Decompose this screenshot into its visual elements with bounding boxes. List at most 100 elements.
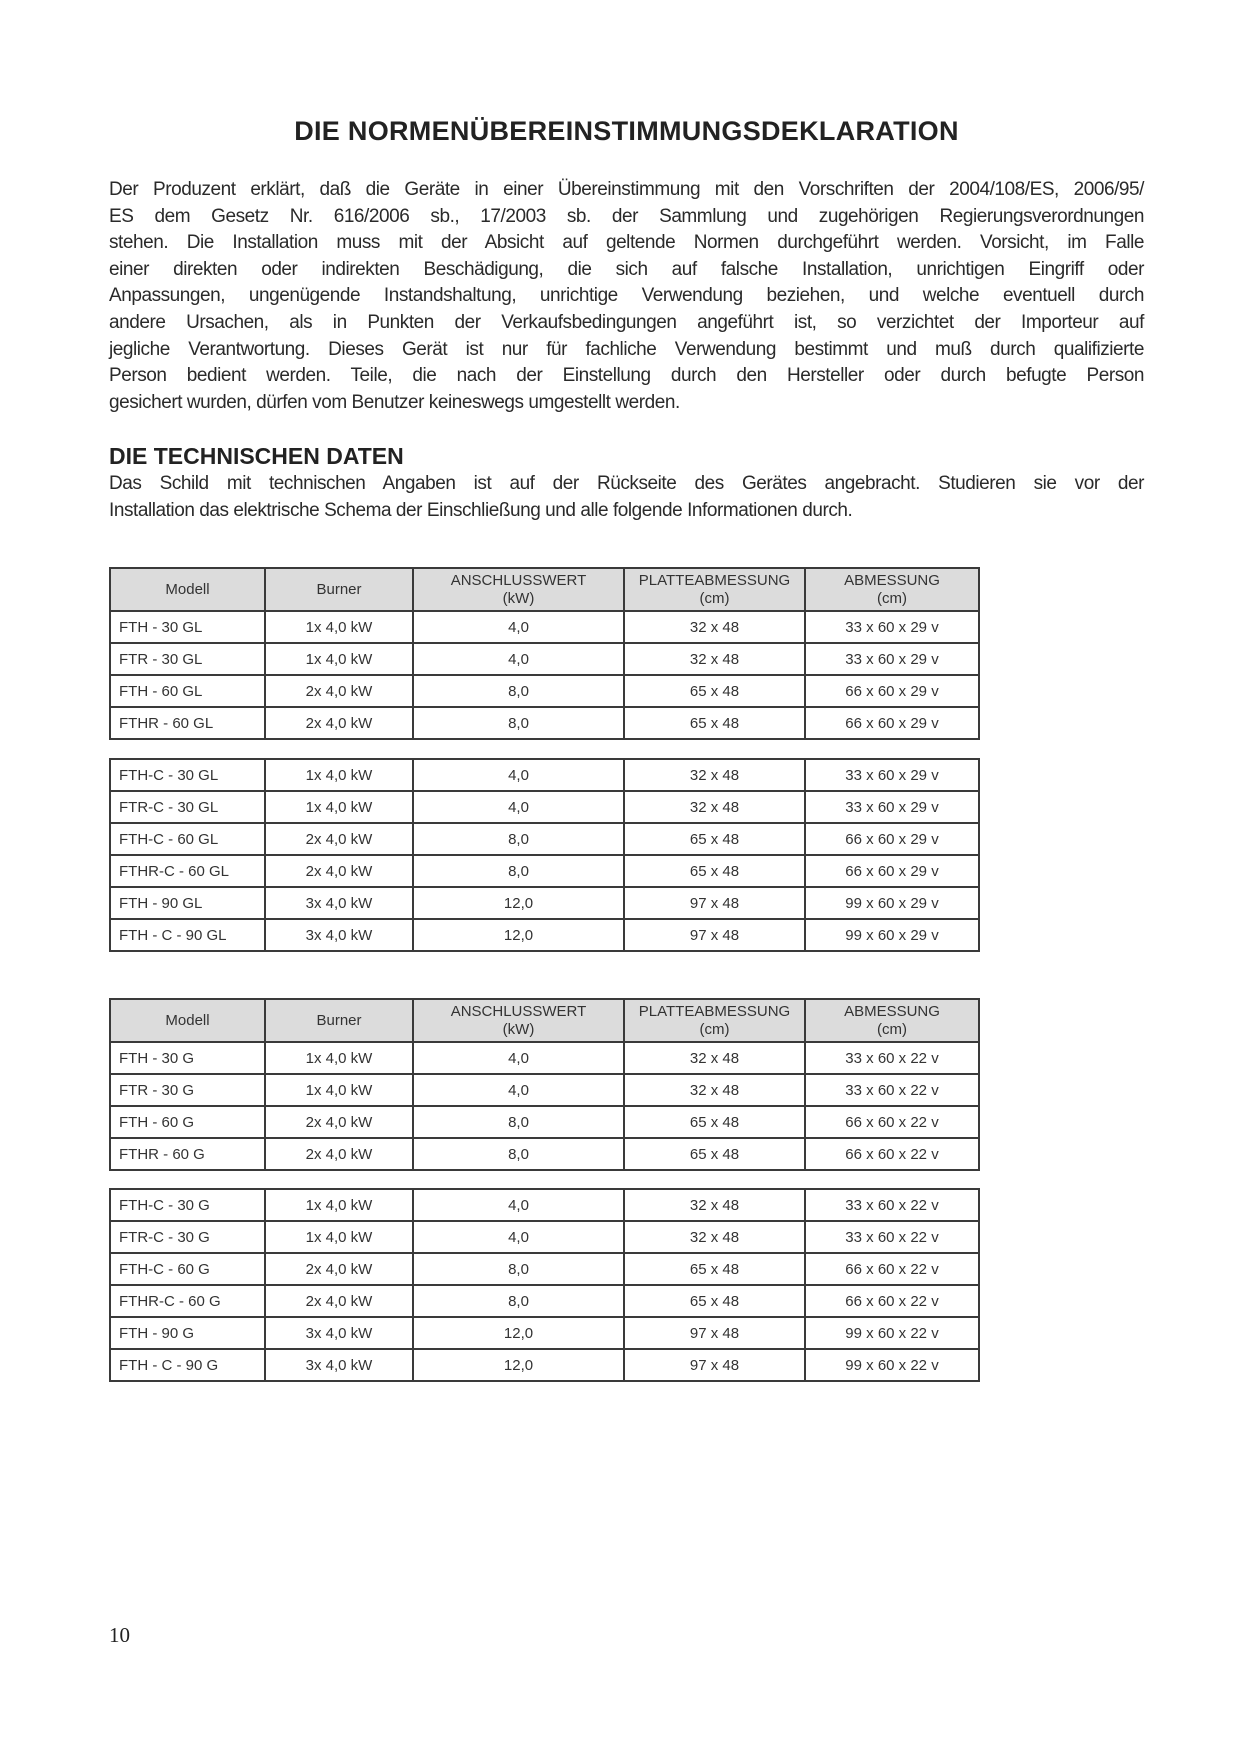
burner-cell: 2x 4,0 kW: [264, 706, 414, 740]
text-line: jegliche Verantwortung. Dieses Gerät ist…: [109, 338, 1144, 360]
model-cell: FTR-C - 30 GL: [109, 790, 266, 824]
table-row: FTH - 90 G 3x 4,0 kW 12,0 97 x 48 99 x 60 x …: [109, 1316, 980, 1350]
dimension-cell: 33 x 60 x 22 v: [804, 1188, 980, 1222]
dimension-cell: 33 x 60 x 29 v: [804, 758, 980, 792]
plate-size-cell: 97 x 48: [623, 1348, 806, 1382]
column-header-text: (cm): [877, 589, 907, 607]
model-cell: FTH - C - 90 G: [109, 1348, 266, 1382]
model-cell: FTH - 60 G: [109, 1105, 266, 1139]
declaration-paragraph: Der Produzent erklärt, daß die Geräte in…: [109, 177, 1144, 416]
power-cell: 4,0: [412, 1188, 625, 1222]
dimension-cell: 33 x 60 x 29 v: [804, 790, 980, 824]
column-header-text: (cm): [699, 1020, 730, 1038]
column-header: Modell: [109, 567, 266, 612]
table-row: FTH-C - 30 GL 1x 4,0 kW 4,0 32 x 48 33 x 60 …: [109, 758, 980, 792]
column-header-text: ANSCHLUSSWERT: [450, 571, 587, 589]
plate-size-cell: 32 x 48: [623, 642, 806, 676]
burner-cell: 3x 4,0 kW: [264, 1348, 414, 1382]
power-cell: 4,0: [412, 790, 625, 824]
burner-cell: 1x 4,0 kW: [264, 642, 414, 676]
burner-cell: 1x 4,0 kW: [264, 758, 414, 792]
column-header-text: (cm): [877, 1020, 907, 1038]
dimension-cell: 33 x 60 x 22 v: [804, 1073, 980, 1107]
power-cell: 4,0: [412, 758, 625, 792]
column-header: Burner: [264, 998, 414, 1043]
table-row: FTH-C - 60 GL 2x 4,0 kW 8,0 65 x 48 66 x 60 …: [109, 822, 980, 856]
column-header: ANSCHLUSSWERT (kW): [412, 998, 625, 1043]
power-cell: 8,0: [412, 854, 625, 888]
table-row: FTHR-C - 60 G 2x 4,0 kW 8,0 65 x 48 66 x 60 …: [109, 1284, 980, 1318]
burner-cell: 1x 4,0 kW: [264, 1188, 414, 1222]
table-header-row: Modell Burner ANSCHLUSSWERT (kW) PLATTEABMES…: [109, 567, 980, 612]
section-heading-technical-data: DIE TECHNISCHEN DATEN: [109, 443, 404, 469]
column-header: ABMESSUNG (cm): [804, 567, 980, 612]
plate-size-cell: 65 x 48: [623, 822, 806, 856]
plate-size-cell: 32 x 48: [623, 610, 806, 644]
table-row: FTHR-C - 60 GL 2x 4,0 kW 8,0 65 x 48 66 x 60…: [109, 854, 980, 888]
plate-size-cell: 97 x 48: [623, 886, 806, 920]
column-header-text: Modell: [165, 1011, 210, 1029]
model-cell: FTR - 30 GL: [109, 642, 266, 676]
plate-size-cell: 65 x 48: [623, 706, 806, 740]
model-cell: FTHR-C - 60 G: [109, 1284, 266, 1318]
column-header: Burner: [264, 567, 414, 612]
text-line: Das Schild mit technischen Angaben ist a…: [109, 473, 1144, 494]
page-number: 10: [109, 1623, 130, 1647]
text-line: andere Ursachen, als in Punkten der Verk…: [109, 311, 1144, 333]
table-row: FTR-C - 30 G 1x 4,0 kW 4,0 32 x 48 33 x 60 x…: [109, 1220, 980, 1254]
burner-cell: 1x 4,0 kW: [264, 610, 414, 644]
table-row: FTR-C - 30 GL 1x 4,0 kW 4,0 32 x 48 33 x 60 …: [109, 790, 980, 824]
burner-cell: 1x 4,0 kW: [264, 1073, 414, 1107]
table-row: FTH - C - 90 G 3x 4,0 kW 12,0 97 x 48 99 x 6…: [109, 1348, 980, 1382]
power-cell: 8,0: [412, 674, 625, 708]
burner-cell: 2x 4,0 kW: [264, 822, 414, 856]
table-row: FTH-C - 30 G 1x 4,0 kW 4,0 32 x 48 33 x 60 x…: [109, 1188, 980, 1222]
column-header-text: PLATTEABMESSUNG: [638, 1002, 791, 1020]
burner-cell: 1x 4,0 kW: [264, 1220, 414, 1254]
dimension-cell: 66 x 60 x 22 v: [804, 1252, 980, 1286]
power-cell: 8,0: [412, 1105, 625, 1139]
text-line: Der Produzent erklärt, daß die Geräte in…: [109, 179, 1144, 200]
plate-size-cell: 97 x 48: [623, 1316, 806, 1350]
plate-size-cell: 65 x 48: [623, 1284, 806, 1318]
burner-cell: 2x 4,0 kW: [264, 1105, 414, 1139]
burner-cell: 3x 4,0 kW: [264, 1316, 414, 1350]
burner-cell: 2x 4,0 kW: [264, 674, 414, 708]
model-cell: FTR - 30 G: [109, 1073, 266, 1107]
model-cell: FTH-C - 60 G: [109, 1252, 266, 1286]
burner-cell: 2x 4,0 kW: [264, 1252, 414, 1286]
column-header-text: PLATTEABMESSUNG: [638, 571, 791, 589]
text-line: Anpassungen, ungenügende Instandshaltung…: [109, 285, 1144, 307]
dimension-cell: 66 x 60 x 29 v: [804, 822, 980, 856]
spec-table-1-group-2: FTH-C - 30 GL 1x 4,0 kW 4,0 32 x 48 33 x 60 …: [109, 758, 980, 952]
plate-size-cell: 65 x 48: [623, 1252, 806, 1286]
table-row: FTR - 30 GL 1x 4,0 kW 4,0 32 x 48 33 x 60 x …: [109, 642, 980, 676]
plate-size-cell: 32 x 48: [623, 790, 806, 824]
plate-size-cell: 65 x 48: [623, 854, 806, 888]
page-title: DIE NORMENÜBEREINSTIMMUNGSDEKLARATION: [294, 116, 959, 146]
model-cell: FTR-C - 30 G: [109, 1220, 266, 1254]
model-cell: FTH-C - 30 G: [109, 1188, 266, 1222]
column-header-text: (kW): [502, 589, 535, 607]
dimension-cell: 33 x 60 x 22 v: [804, 1220, 980, 1254]
column-header: ABMESSUNG (cm): [804, 998, 980, 1043]
plate-size-cell: 32 x 48: [623, 1188, 806, 1222]
power-cell: 12,0: [412, 1316, 625, 1350]
model-cell: FTH - 30 GL: [109, 610, 266, 644]
plate-size-cell: 65 x 48: [623, 1105, 806, 1139]
model-cell: FTH - 90 GL: [109, 886, 266, 920]
power-cell: 8,0: [412, 706, 625, 740]
table-row: FTHR - 60 GL 2x 4,0 kW 8,0 65 x 48 66 x 60 x…: [109, 706, 980, 740]
power-cell: 8,0: [412, 822, 625, 856]
column-header-text: ANSCHLUSSWERT: [450, 1002, 587, 1020]
table-row: FTH - 60 GL 2x 4,0 kW 8,0 65 x 48 66 x 60 x …: [109, 674, 980, 708]
model-cell: FTH - C - 90 GL: [109, 918, 266, 952]
plate-size-cell: 32 x 48: [623, 1041, 806, 1075]
dimension-cell: 66 x 60 x 22 v: [804, 1105, 980, 1139]
table-row: FTH - C - 90 GL 3x 4,0 kW 12,0 97 x 48 99 x …: [109, 918, 980, 952]
dimension-cell: 99 x 60 x 22 v: [804, 1316, 980, 1350]
column-header-text: Modell: [165, 580, 210, 598]
burner-cell: 2x 4,0 kW: [264, 1284, 414, 1318]
column-header-text: (kW): [502, 1020, 535, 1038]
burner-cell: 2x 4,0 kW: [264, 854, 414, 888]
